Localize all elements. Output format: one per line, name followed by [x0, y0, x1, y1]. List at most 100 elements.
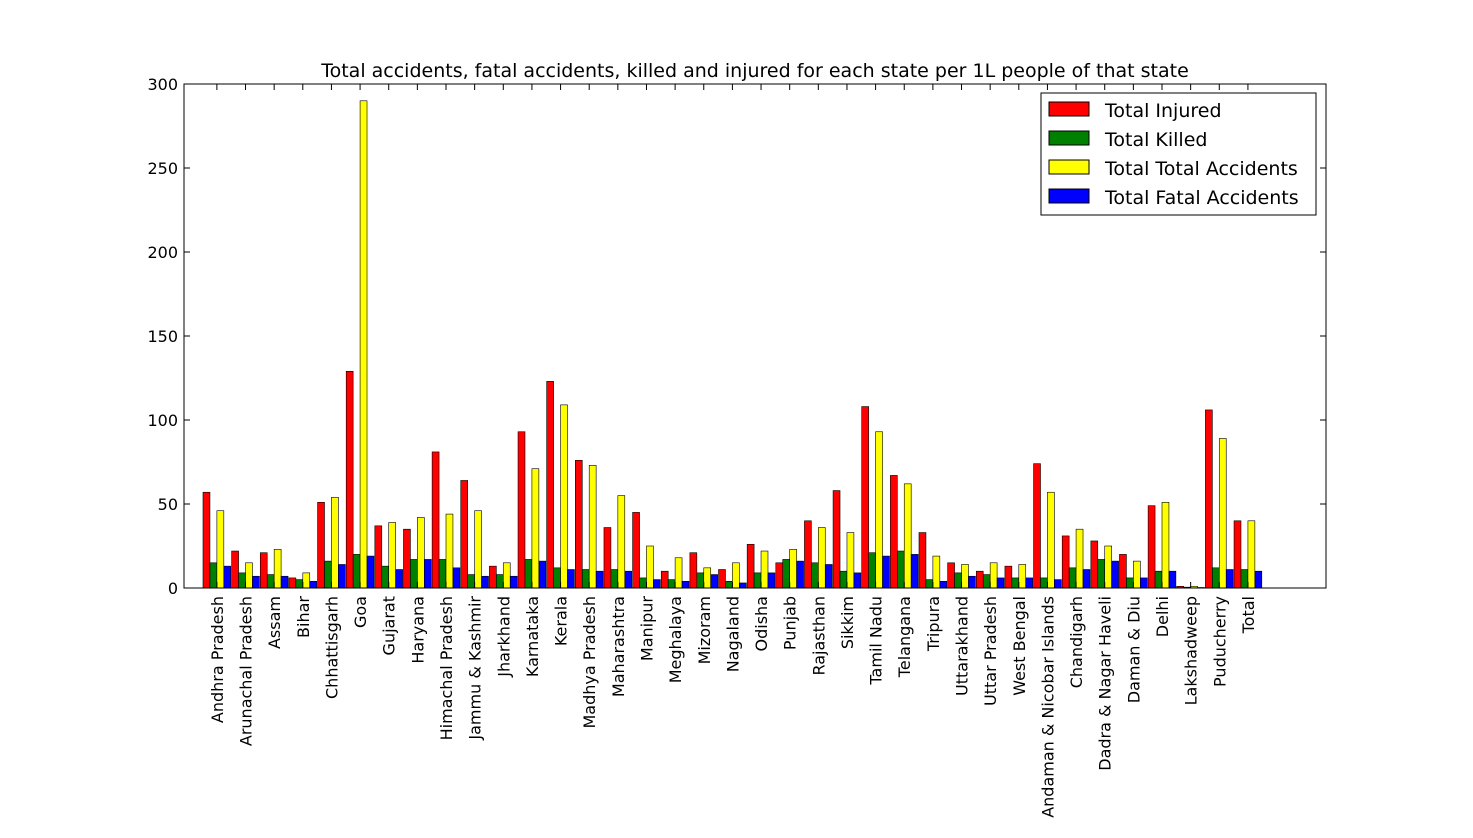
bar-0-2: [259, 552, 268, 589]
bar-3-22: [853, 572, 862, 589]
bar-2-33: [1161, 502, 1170, 589]
x-tick-label: Assam: [265, 596, 284, 649]
bar-0-7: [403, 528, 411, 589]
legend-swatch: [1048, 130, 1090, 146]
bar-2-12: [560, 404, 568, 589]
chart-title: Total accidents, fatal accidents, killed…: [320, 60, 1189, 82]
x-tick-label: Chandigarh: [1067, 596, 1086, 688]
bar-2-5: [359, 100, 368, 589]
bar-0-0: [202, 491, 211, 589]
bar-0-17: [689, 552, 698, 589]
x-tick-label: Andhra Pradesh: [208, 596, 227, 723]
x-tick-label: Sikkim: [838, 596, 857, 649]
x-tick-label: West Bengal: [1010, 596, 1029, 696]
bar-0-32: [1119, 554, 1127, 589]
legend-label: Total Killed: [1104, 129, 1207, 151]
bar-0-12: [546, 381, 554, 589]
x-tick-label: Madhya Pradesh: [580, 596, 599, 729]
bar-1-16: [667, 579, 676, 589]
bar-3-10: [509, 575, 518, 589]
bar-0-23: [861, 406, 869, 589]
x-tick-label: Meghalaya: [666, 596, 685, 683]
x-tick-label: Dadra & Nagar Haveli: [1096, 596, 1115, 771]
y-tick-label: 0: [168, 579, 178, 598]
bar-0-16: [660, 570, 669, 589]
x-axis: Andhra Pradesh Arunachal Pradesh Assam Biha…: [208, 84, 1258, 818]
bar-0-33: [1147, 505, 1156, 589]
bar-2-0: [216, 510, 225, 589]
bar-0-15: [632, 512, 640, 589]
bar-3-13: [595, 570, 604, 589]
bar-3-30: [1082, 569, 1091, 589]
bar-1-2: [266, 574, 275, 589]
bar-1-7: [410, 559, 418, 589]
bar-1-15: [639, 577, 647, 589]
x-tick-label: Chhattisgarh: [322, 596, 341, 699]
x-tick-label: Haryana: [408, 596, 427, 664]
x-tick-label: Odisha: [752, 596, 771, 651]
bar-0-29: [1033, 463, 1041, 589]
y-tick-label: 100: [147, 411, 178, 430]
bar-3-18: [739, 582, 747, 589]
bar-0-13: [575, 460, 583, 589]
bar-0-8: [431, 451, 440, 589]
bar-3-17: [710, 574, 718, 589]
bar-3-28: [1025, 577, 1033, 589]
bar-3-5: [366, 555, 375, 589]
bar-2-30: [1075, 528, 1084, 589]
bar-1-32: [1126, 577, 1134, 589]
bar-3-4: [338, 564, 346, 589]
legend-swatch: [1048, 101, 1090, 117]
y-tick-label: 250: [147, 159, 178, 178]
bar-2-21: [818, 527, 826, 589]
legend-label: Total Fatal Accidents: [1104, 187, 1299, 209]
bar-1-20: [782, 559, 790, 589]
x-tick-label: Total: [1239, 596, 1258, 634]
bar-1-35: [1212, 567, 1220, 589]
bar-1-5: [352, 554, 361, 589]
legend-label: Total Injured: [1104, 100, 1222, 122]
bar-3-32: [1140, 577, 1148, 589]
bar-2-31: [1104, 545, 1112, 589]
bar-2-16: [674, 557, 683, 589]
bar-3-27: [996, 577, 1005, 589]
bar-2-20: [789, 549, 797, 589]
x-tick-label: Telangana: [895, 596, 914, 678]
bar-0-10: [489, 565, 497, 589]
x-tick-label: Kerala: [552, 596, 571, 646]
bar-2-35: [1218, 438, 1227, 589]
bar-1-0: [209, 562, 218, 589]
x-tick-label: Andaman & Nicobar Islands: [1038, 596, 1057, 818]
bar-3-33: [1168, 570, 1177, 589]
legend-swatch: [1048, 188, 1090, 204]
bar-3-14: [624, 570, 633, 589]
bar-1-3: [295, 579, 304, 589]
bar-2-7: [417, 517, 425, 589]
bar-0-4: [317, 502, 325, 589]
bar-2-10: [502, 562, 511, 589]
y-tick-label: 50: [158, 495, 178, 514]
bar-1-14: [610, 569, 619, 589]
bar-3-8: [452, 567, 461, 589]
bar-2-29: [1047, 491, 1055, 589]
x-tick-label: Himachal Pradesh: [437, 596, 456, 740]
bar-3-12: [567, 569, 575, 589]
x-tick-label: Tamil Nadu: [867, 596, 886, 686]
bar-0-36: [1233, 520, 1242, 589]
bar-0-25: [918, 532, 927, 589]
bar-3-20: [796, 560, 804, 589]
bar-1-9: [467, 574, 475, 589]
bar-0-14: [603, 527, 612, 589]
bar-2-18: [732, 562, 740, 589]
y-axis: 0 50 100 150 200 250 300: [147, 75, 1326, 598]
bar-2-26: [961, 564, 969, 589]
bar-0-11: [517, 431, 526, 589]
bar-1-26: [954, 572, 962, 589]
bar-1-13: [581, 569, 590, 589]
bar-1-12: [553, 567, 561, 589]
bar-2-1: [245, 562, 253, 589]
bar-1-31: [1097, 559, 1106, 589]
bar-2-28: [1018, 564, 1027, 589]
plot-frame: [183, 83, 1327, 589]
